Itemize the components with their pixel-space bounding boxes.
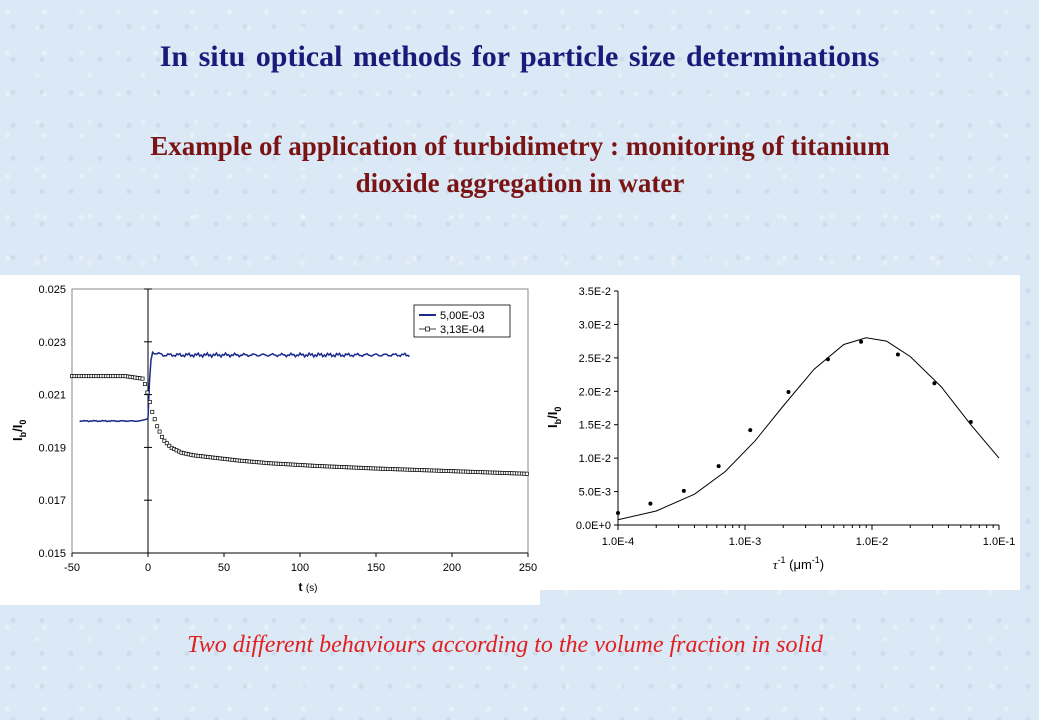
legend-swatch-3-13e-04 xyxy=(425,326,430,332)
series-3-13e-04-point xyxy=(150,409,155,414)
fit-curve xyxy=(617,337,1000,521)
series-3-13e-04-point xyxy=(140,376,145,381)
data-point xyxy=(681,488,686,493)
x-tick-label: 0 xyxy=(145,562,151,574)
y-axis-label-sub1: b xyxy=(553,418,563,424)
x-axis-label-main: t xyxy=(298,580,305,594)
subtitle-line-2: dioxide aggregation in water xyxy=(355,168,685,198)
data-point xyxy=(895,352,900,357)
x-tick-label: 100 xyxy=(291,562,309,574)
y-axis-label: Ib/I0 xyxy=(10,420,28,441)
data-point xyxy=(968,420,973,425)
x-tick-label: 1.0E-4 xyxy=(602,536,634,548)
y-tick-label: 0.025 xyxy=(38,284,66,296)
series-3-13e-04-point xyxy=(164,441,169,446)
series-3-13e-04-point xyxy=(145,390,150,395)
series-3-13e-04-point xyxy=(152,417,157,422)
y-tick-label: 0.023 xyxy=(38,337,66,349)
data-point xyxy=(648,501,653,506)
y-axis-label-main: I xyxy=(545,424,560,428)
x-tick-label: 1.0E-2 xyxy=(856,536,888,548)
y-tick-label: 0.017 xyxy=(38,495,66,507)
series-3-13e-04-point xyxy=(147,400,152,404)
series-3-13e-04-point xyxy=(160,434,164,439)
y-tick-label: 1.0E-2 xyxy=(579,453,611,465)
x-tick-label: 250 xyxy=(519,562,537,574)
page-title: In situ optical methods for particle siz… xyxy=(159,40,880,73)
x-axis-label-sup: -1 xyxy=(778,555,786,565)
y-tick-label: 1.5E-2 xyxy=(579,420,611,432)
page-subtitle: Example of application of turbidimetry :… xyxy=(40,128,1000,202)
data-point xyxy=(616,510,620,515)
y-tick-label: 0.015 xyxy=(38,548,66,560)
x-tick-label: 200 xyxy=(443,562,461,574)
x-axis-label-unit: (μm xyxy=(786,557,812,572)
x-tick-label: 1.0E-1 xyxy=(983,536,1015,548)
data-point xyxy=(932,381,937,386)
x-axis-label-unit-sup: -1 xyxy=(812,555,820,565)
legend-box xyxy=(413,304,511,338)
data-point xyxy=(859,339,864,344)
turbidity-wavelength-plot: 0.0E+0 5.0E-3 1.0E-2 1.5E-2 2.0E-2 2.5E-2 3.0E… xyxy=(545,286,1015,572)
turbidity-wavelength-chart: 0.0E+0 5.0E-3 1.0E-2 1.5E-2 2.0E-2 2.5E-2 3.0E… xyxy=(540,275,1020,590)
series-5-00e-03-line xyxy=(79,350,410,423)
series-3-13e-04-point xyxy=(157,429,162,434)
legend-label-5-00e-03: 5,00E-03 xyxy=(440,310,485,322)
series-3-13e-04-point xyxy=(162,438,167,443)
legend: 5,00E-03 3,13E-04 xyxy=(413,304,511,338)
data-point xyxy=(825,357,830,362)
y-axis-label-mid: /I xyxy=(10,425,25,432)
legend-label-3-13e-04: 3,13E-04 xyxy=(440,324,485,336)
series-3-13e-04-point xyxy=(524,471,529,476)
y-tick-label: 5.0E-3 xyxy=(579,487,611,499)
x-tick-label: 150 xyxy=(367,562,385,574)
slide-caption: Two different behaviours according to th… xyxy=(187,632,823,658)
y-tick-label: 0.0E+0 xyxy=(576,520,611,532)
y-axis-label-sub2: 0 xyxy=(18,420,28,425)
y-tick-label: 3.0E-2 xyxy=(579,319,611,331)
series-3-13e-04 xyxy=(70,374,529,476)
subtitle-line-1: Example of application of turbidimetry :… xyxy=(150,131,890,161)
data-point xyxy=(748,428,753,433)
x-axis-label-main: τ xyxy=(773,557,779,572)
x-axis-label: τ-1 (μm-1) xyxy=(773,555,824,572)
series-3-13e-04-point xyxy=(155,424,160,429)
data-point xyxy=(716,464,721,469)
series-3-13e-04-point xyxy=(167,443,172,448)
x-axis-label-unit: (s) xyxy=(306,583,318,594)
x-tick-label: -50 xyxy=(64,562,80,574)
data-point xyxy=(786,389,791,394)
y-tick-label: 0.021 xyxy=(38,390,66,402)
turbidity-time-chart: 0.015 0.017 0.019 0.021 0.023 0.025 -50 0 50 100 1… xyxy=(0,275,540,605)
y-axis-label-sub2: 0 xyxy=(553,407,563,412)
x-axis-label-close: ) xyxy=(820,557,824,572)
y-tick-label: 2.5E-2 xyxy=(579,353,611,365)
x-axis-label: t (s) xyxy=(298,580,317,594)
y-axis-label: Ib/I0 xyxy=(545,407,563,428)
y-tick-label: 0.019 xyxy=(38,442,66,454)
y-axis-label-mid: /I xyxy=(545,412,560,419)
series-3-13e-04-point xyxy=(143,382,147,386)
y-tick-label: 3.5E-2 xyxy=(579,286,611,298)
turbidity-time-plot: 0.015 0.017 0.019 0.021 0.023 0.025 -50 0 50 100 1… xyxy=(10,284,537,594)
y-axis-label-main: I xyxy=(10,437,25,441)
x-tick-label: 1.0E-3 xyxy=(729,536,761,548)
y-tick-label: 2.0E-2 xyxy=(579,386,611,398)
x-tick-label: 50 xyxy=(218,562,230,574)
y-axis-label-sub1: b xyxy=(18,431,28,437)
